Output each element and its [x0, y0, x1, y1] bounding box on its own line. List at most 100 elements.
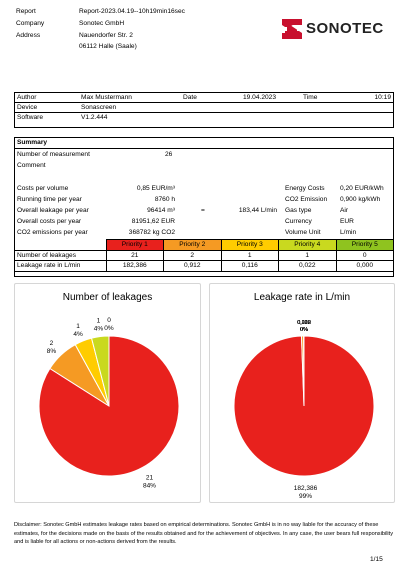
author-label: Author — [17, 94, 37, 101]
device-label: Device — [17, 104, 38, 111]
meta-row: Software V1.2.444 — [15, 113, 393, 123]
priority-header-row: Priority 1 Priority 2 Priority 3 Priorit… — [15, 239, 394, 251]
time-value: 10:19 — [374, 94, 391, 101]
chart-number-of-leakages: Number of leakages 21 84% 2 8% 1 4% 1 4% 0 0% — [14, 283, 201, 503]
num-measurement-value: 26 — [165, 151, 173, 158]
meta-row: Author Max Mustermann Date 19.04.2023 Ti… — [15, 93, 393, 103]
sonotec-logo-icon — [282, 19, 302, 39]
priority-table: Priority 1 Priority 2 Priority 3 Priorit… — [14, 239, 394, 272]
co2-emission-value: 0,900 kg/kWh — [340, 196, 381, 203]
table-cell: 0,116 — [220, 260, 279, 272]
pie-value-label: 0,912 — [297, 320, 311, 326]
meta-row: Device Sonascreen — [15, 103, 393, 113]
table-cell: 0,022 — [278, 260, 337, 272]
equals-sign: = — [201, 207, 205, 214]
energy-costs-value: 0,20 EUR/kWh — [340, 185, 384, 192]
chart-title: Number of leakages — [62, 292, 153, 303]
table-cell: 182,386 — [105, 260, 164, 272]
pie-value-label: 0,022 — [297, 320, 311, 326]
logo-text: SONOTEC — [306, 20, 384, 37]
currency-label: Currency — [285, 218, 312, 225]
table-cell: 0 — [335, 249, 394, 261]
pie-percent-label: 8% — [47, 348, 57, 355]
pie-value-label: 2 — [50, 340, 54, 347]
pie-percent-label: 99% — [299, 493, 312, 500]
pie-value-label: 1 — [76, 323, 80, 330]
gas-type-label: Gas type — [285, 207, 312, 214]
number-of-leakages-label: Number of leakages — [14, 249, 107, 261]
pie-value-label: 21 — [146, 475, 154, 482]
meta-table: Author Max Mustermann Date 19.04.2023 Ti… — [14, 92, 394, 128]
software-value: V1.2.444 — [81, 114, 108, 121]
costs-per-volume-value: 0,85 EUR/m³ — [136, 185, 175, 192]
company-value: Sonotec GmbH — [79, 20, 125, 27]
priority-2-header: Priority 2 — [163, 239, 222, 251]
device-value: Sonascreen — [81, 104, 117, 111]
pie-percent-label: 0% — [300, 327, 308, 333]
pie-value-label: 0,000 — [297, 320, 311, 326]
pie-percent-label: 0% — [300, 327, 308, 333]
report-value: Report-2023.04.19--10h19min16sec — [79, 8, 185, 15]
overall-costs-label: Overall costs per year — [17, 218, 82, 225]
time-label: Time — [303, 94, 318, 101]
disclaimer-text: Disclaimer: Sonotec GmbH estimates leaka… — [14, 522, 394, 545]
running-time-value: 8760 h — [154, 196, 175, 203]
pie-percent-label: 4% — [73, 331, 83, 338]
address-line2: 06112 Halle (Saale) — [79, 43, 137, 50]
author-value: Max Mustermann — [81, 94, 132, 101]
priority-header-empty — [15, 240, 107, 251]
leakage-rate-label: Leakage rate in L/min — [14, 260, 107, 272]
comment-label: Comment — [17, 162, 46, 169]
overall-costs-value: 81951,62 EUR — [131, 218, 175, 225]
pie-value-label: 1 — [97, 318, 101, 325]
summary-title: Summary — [17, 139, 48, 146]
volume-unit-value: L/min — [340, 229, 357, 236]
company-label: Company — [16, 20, 45, 27]
table-cell: 0,000 — [335, 260, 394, 272]
report-label: Report — [16, 8, 36, 15]
priority-1-header: Priority 1 — [105, 239, 164, 251]
overall-leakage-label: Overall leakage per year — [17, 207, 89, 214]
pie-value-label: 0,116 — [297, 320, 310, 326]
table-cell: 21 — [105, 249, 164, 261]
pie-slice-4 — [90, 335, 110, 407]
software-label: Software — [17, 114, 44, 121]
gas-type-value: Air — [340, 207, 349, 214]
currency-value: EUR — [340, 218, 354, 225]
pie-percent-label: 84% — [143, 483, 156, 490]
address-line1: Nauendorfer Str. 2 — [79, 32, 133, 39]
running-time-label: Running time per year — [17, 196, 82, 203]
table-row: Number of leakages 21 2 1 1 0 — [14, 249, 394, 261]
co2-emission-label: CO2 Emission — [285, 196, 328, 203]
pie-value-label: 182,386 — [294, 485, 318, 492]
table-row: Leakage rate in L/min 182,386 0,912 0,11… — [14, 260, 394, 272]
table-cell: 0,912 — [163, 260, 222, 272]
num-measurement-label: Number of measurement — [17, 151, 90, 158]
summary-box: Summary Number of measurement 26 Comment… — [14, 137, 394, 277]
pie-value-label: 0 — [107, 317, 111, 324]
chart-leakage-rate: Leakage rate in L/min 182,386 99% 0,912 0% 0… — [209, 283, 395, 503]
co2-value: 368782 kg CO2 — [128, 229, 175, 236]
address-label: Address — [16, 32, 41, 39]
overall-leakage-rate: 183,44 L/min — [238, 207, 277, 214]
overall-leakage-value: 96414 m³ — [147, 207, 175, 214]
table-cell: 1 — [278, 249, 337, 261]
table-cell: 1 — [220, 249, 279, 261]
pie-percent-label: 0% — [300, 327, 308, 333]
date-label: Date — [183, 94, 197, 101]
costs-per-volume-label: Costs per volume — [17, 185, 69, 192]
pie-percent-label: 0% — [300, 327, 308, 333]
priority-4-header: Priority 4 — [278, 239, 337, 251]
table-cell: 2 — [163, 249, 222, 261]
pie-percent-label: 4% — [94, 326, 104, 333]
date-value: 19.04.2023 — [243, 94, 277, 101]
page-number: 1/15 — [370, 556, 383, 563]
priority-5-header: Priority 5 — [335, 239, 394, 251]
pie-percent-label: 0% — [104, 325, 114, 332]
chart-title: Leakage rate in L/min — [253, 292, 351, 303]
priority-3-header: Priority 3 — [220, 239, 279, 251]
volume-unit-label: Volume Unit — [285, 229, 321, 236]
